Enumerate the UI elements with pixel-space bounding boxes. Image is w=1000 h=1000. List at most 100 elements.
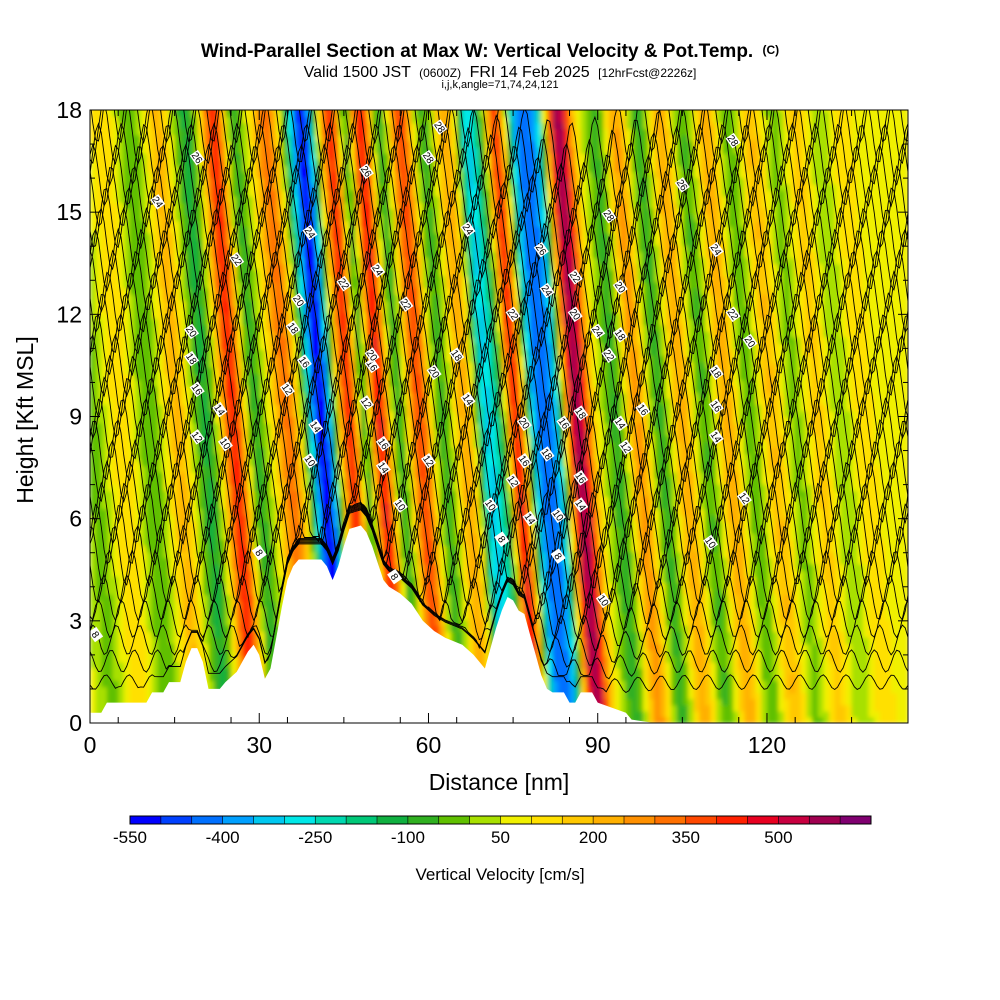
velocity-cell	[535, 563, 543, 571]
velocity-cell	[597, 649, 605, 657]
velocity-cell	[614, 612, 622, 620]
velocity-cell	[326, 526, 334, 534]
velocity-cell	[648, 674, 655, 681]
velocity-cell	[654, 692, 661, 700]
velocity-cell	[834, 698, 842, 706]
velocity-cell	[845, 667, 853, 675]
velocity-cell	[738, 649, 746, 657]
velocity-cell	[682, 661, 689, 669]
velocity-cell	[123, 520, 131, 528]
velocity-cell	[501, 526, 509, 534]
velocity-cell	[806, 649, 813, 657]
velocity-cell	[129, 680, 136, 688]
velocity-cell	[163, 575, 170, 583]
velocity-cell	[603, 655, 610, 663]
velocity-cell	[812, 674, 819, 681]
velocity-cell	[716, 680, 723, 688]
velocity-cell	[552, 526, 560, 534]
velocity-cell	[264, 520, 272, 528]
velocity-cell	[750, 624, 757, 632]
velocity-cell	[789, 704, 796, 712]
velocity-cell	[236, 569, 244, 577]
velocity-cell	[699, 637, 706, 645]
velocity-cell	[834, 686, 842, 694]
velocity-cell	[462, 618, 469, 626]
velocity-cell	[575, 569, 582, 577]
velocity-cell	[490, 539, 497, 547]
velocity-cell	[276, 563, 283, 571]
velocity-cell	[439, 624, 447, 632]
velocity-cell	[603, 692, 610, 700]
velocity-cell	[778, 661, 785, 669]
velocity-cell	[586, 526, 593, 534]
velocity-cell	[563, 606, 571, 614]
velocity-cell	[146, 545, 153, 553]
velocity-cell	[225, 557, 232, 565]
velocity-cell	[879, 545, 887, 553]
velocity-cell	[829, 569, 836, 577]
velocity-cell	[180, 594, 187, 602]
velocity-cell	[699, 551, 706, 559]
velocity-cell	[259, 539, 266, 547]
velocity-cell	[733, 533, 740, 540]
velocity-cell	[208, 667, 215, 675]
velocity-cell	[750, 637, 757, 645]
velocity-cell	[874, 575, 881, 583]
velocity-cell	[704, 606, 712, 614]
velocity-cell	[140, 569, 148, 577]
velocity-cell	[755, 655, 763, 663]
velocity-cell	[733, 680, 740, 688]
velocity-cell	[129, 643, 136, 651]
velocity-cell	[885, 569, 892, 577]
velocity-cell	[823, 686, 830, 694]
velocity-cell	[642, 631, 650, 638]
velocity-cell	[473, 526, 481, 534]
velocity-cell	[631, 716, 639, 723]
velocity-cell	[671, 612, 678, 620]
velocity-cell	[518, 575, 526, 583]
velocity-cell	[829, 588, 836, 596]
velocity-cell	[755, 667, 763, 675]
velocity-cell	[845, 710, 853, 718]
velocity-cell	[778, 563, 785, 571]
velocity-cell	[789, 514, 796, 522]
velocity-cell	[146, 557, 153, 565]
velocity-cell	[710, 569, 718, 577]
velocity-cell	[394, 563, 402, 571]
velocity-cell	[710, 551, 718, 559]
velocity-cell	[592, 624, 599, 632]
velocity-cell	[885, 539, 892, 547]
velocity-cell	[688, 618, 695, 626]
velocity-cell	[693, 698, 701, 706]
velocity-cell	[699, 698, 706, 706]
velocity-cell	[812, 618, 819, 626]
velocity-cell	[394, 520, 402, 528]
velocity-cell	[163, 582, 170, 589]
velocity-cell	[710, 686, 718, 694]
velocity-cell	[817, 704, 825, 712]
velocity-cell	[710, 563, 718, 571]
velocity-cell	[891, 637, 898, 645]
velocity-cell	[197, 594, 204, 602]
velocity-cell	[169, 514, 176, 522]
velocity-cell	[219, 624, 227, 632]
velocity-cell	[146, 655, 153, 663]
velocity-cell	[140, 649, 148, 657]
velocity-cell	[501, 551, 509, 559]
velocity-cell	[704, 655, 712, 663]
velocity-cell	[518, 539, 526, 547]
velocity-cell	[665, 655, 672, 663]
velocity-cell	[112, 606, 120, 614]
velocity-cell	[761, 545, 768, 553]
velocity-cell	[208, 588, 215, 596]
velocity-cell	[800, 624, 808, 632]
velocity-cell	[902, 643, 908, 651]
velocity-cell	[609, 575, 616, 583]
velocity-cell	[800, 661, 808, 669]
velocity-cell	[530, 606, 537, 614]
velocity-cell	[879, 643, 887, 651]
velocity-cell	[95, 606, 103, 614]
velocity-cell	[174, 539, 182, 547]
velocity-cell	[642, 588, 650, 596]
velocity-cell	[676, 686, 684, 694]
